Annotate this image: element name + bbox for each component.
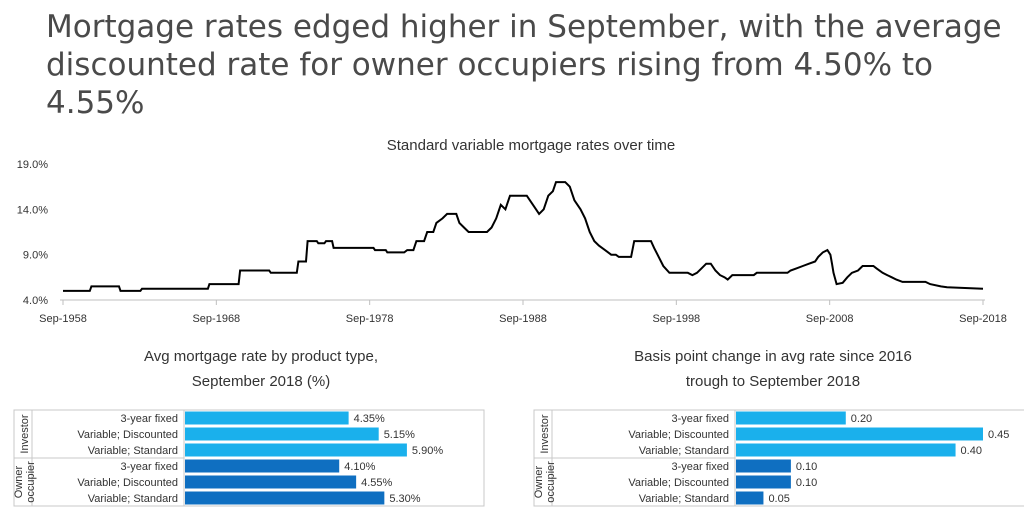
bar-value-label: 5.15% xyxy=(384,429,415,441)
rate-line-series xyxy=(63,181,984,292)
bar xyxy=(736,475,791,489)
category-label: Variable; Discounted xyxy=(77,429,178,441)
bar-value-label: 0.40 xyxy=(961,445,982,457)
bar xyxy=(185,411,349,425)
bar-chart-1-title-line-2: September 2018 (%) xyxy=(192,373,330,390)
line-chart: Standard variable mortgage rates over ti… xyxy=(17,137,1007,325)
category-label: 3-year fixed xyxy=(121,413,178,425)
headline: Mortgage rates edged higher in September… xyxy=(46,9,1002,121)
bar xyxy=(185,427,379,441)
bar-value-label: 5.30% xyxy=(389,493,420,505)
bar-value-label: 5.90% xyxy=(412,445,443,457)
x-tick-label: Sep-1958 xyxy=(39,313,87,325)
category-label: 3-year fixed xyxy=(121,461,178,473)
y-tick-label: 19.0% xyxy=(17,159,48,171)
bar xyxy=(185,475,357,489)
bar-value-label: 0.20 xyxy=(851,413,872,425)
y-tick-label: 14.0% xyxy=(17,204,48,216)
bar xyxy=(736,427,983,441)
bar xyxy=(736,459,791,473)
bar-value-label: 0.45 xyxy=(988,429,1009,441)
bar-value-label: 4.10% xyxy=(344,461,375,473)
x-tick-label: Sep-2008 xyxy=(806,313,854,325)
bar-chart-2-title-line-1: Basis point change in avg rate since 201… xyxy=(634,348,912,365)
bar xyxy=(736,491,764,505)
bar-chart-basis-change: Basis point change in avg rate since 201… xyxy=(533,348,1024,507)
bar-value-label: 0.10 xyxy=(796,461,817,473)
group-label: Investor xyxy=(539,414,551,453)
group-label: Owneroccupier xyxy=(533,461,557,503)
bar xyxy=(736,443,956,457)
category-label: 3-year fixed xyxy=(672,413,729,425)
bar-chart-avg-rate: Avg mortgage rate by product type, Septe… xyxy=(13,348,485,507)
category-label: Variable; Discounted xyxy=(77,477,178,489)
category-label: Variable; Standard xyxy=(88,445,178,457)
y-tick-label: 9.0% xyxy=(23,250,48,262)
bar-value-label: 0.10 xyxy=(796,477,817,489)
x-tick-label: Sep-1988 xyxy=(499,313,547,325)
x-tick-label: Sep-1968 xyxy=(192,313,240,325)
bar xyxy=(185,443,407,457)
bar xyxy=(185,459,340,473)
x-tick-label: Sep-1998 xyxy=(652,313,700,325)
bar-value-label: 4.55% xyxy=(361,477,392,489)
x-tick-label: Sep-1978 xyxy=(346,313,394,325)
group-label: Owneroccupier xyxy=(13,461,37,503)
y-tick-label: 4.0% xyxy=(23,295,48,307)
category-label: Variable; Standard xyxy=(639,445,729,457)
category-label: Variable; Discounted xyxy=(628,477,729,489)
category-label: Variable; Standard xyxy=(639,493,729,505)
line-chart-title: Standard variable mortgage rates over ti… xyxy=(387,137,675,154)
bar xyxy=(736,411,846,425)
category-label: Variable; Standard xyxy=(88,493,178,505)
bar-chart-2-title-line-2: trough to September 2018 xyxy=(686,373,860,390)
category-label: Variable; Discounted xyxy=(628,429,729,441)
bar-value-label: 0.05 xyxy=(768,493,789,505)
category-label: 3-year fixed xyxy=(672,461,729,473)
bar xyxy=(185,491,385,505)
x-tick-label: Sep-2018 xyxy=(959,313,1007,325)
bar-chart-1-title-line-1: Avg mortgage rate by product type, xyxy=(144,348,378,365)
bar-value-label: 4.35% xyxy=(354,413,385,425)
group-label: Investor xyxy=(19,414,31,453)
